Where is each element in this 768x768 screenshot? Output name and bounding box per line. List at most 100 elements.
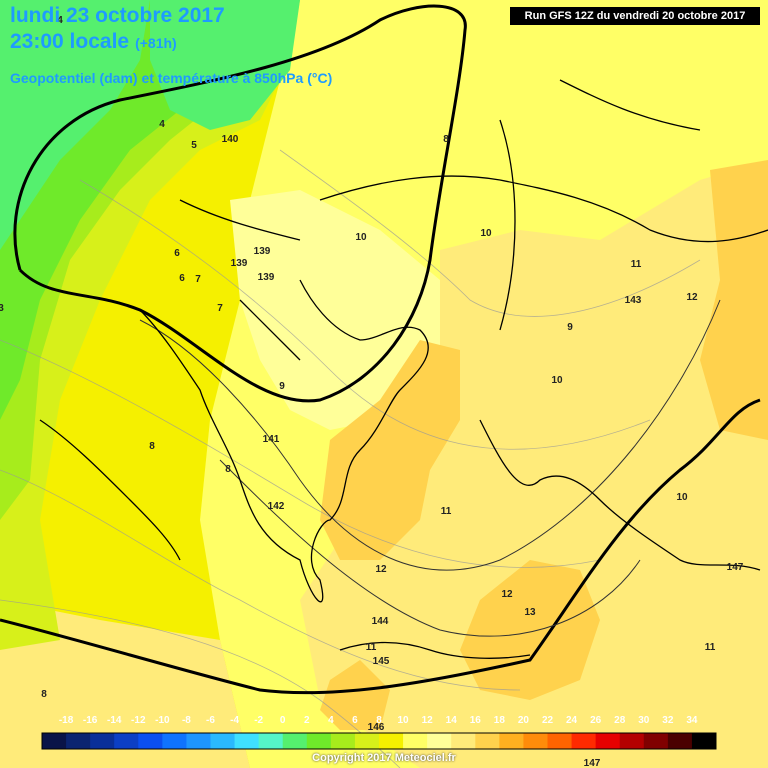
colorbar-tick-label: 10: [398, 715, 410, 726]
map-value-label: 9: [567, 322, 573, 333]
colorbar-swatch: [451, 733, 476, 749]
border-2: [239, 299, 301, 361]
map-value-label: 8: [41, 689, 47, 700]
colorbar-tick-label: -10: [155, 715, 170, 726]
map-value-label: 13: [524, 607, 536, 618]
map-value-label: 143: [625, 295, 642, 306]
colorbar-tick-label: -6: [206, 715, 215, 726]
colorbar-tick-label: 20: [518, 715, 530, 726]
colorbar-tick-label: 30: [638, 715, 650, 726]
colorbar-swatch: [258, 733, 284, 749]
map-value-label: 12: [686, 292, 698, 303]
title-time-value: 23:00 locale: [10, 30, 130, 53]
map-value-label: 7: [195, 274, 201, 285]
map-value-label: 4: [159, 119, 165, 130]
map-value-label: 140: [222, 134, 239, 145]
map-value-label: 139: [258, 272, 275, 283]
colorbar-swatch: [571, 733, 597, 749]
colorbar-swatch: [547, 733, 573, 749]
colorbar-swatch: [619, 733, 645, 749]
colorbar-tick-label: 18: [494, 715, 506, 726]
colorbar-tick-label: -14: [107, 715, 122, 726]
colorbar-swatch: [210, 733, 236, 749]
border-4: [559, 79, 701, 131]
run-label: Run GFS 12Z du vendredi 20 octobre 2017: [510, 7, 760, 25]
border-3: [499, 119, 516, 331]
map-value-label: 3: [0, 303, 4, 314]
coast-crete: [339, 641, 531, 659]
colorbar-tick-label: 16: [470, 715, 482, 726]
colorbar-swatch: [691, 733, 717, 749]
colorbar-tick-label: 4: [328, 715, 334, 726]
map-value-label: 147: [727, 562, 744, 573]
colorbar-swatch: [282, 733, 308, 749]
border-1: [179, 199, 301, 241]
colorbar-tick-label: 12: [422, 715, 434, 726]
field-orange-3: [700, 160, 768, 440]
colorbar-swatch: [403, 733, 428, 749]
colorbar-swatch: [234, 733, 260, 749]
colorbar-tick-label: -2: [254, 715, 263, 726]
colorbar-tick-label: -18: [59, 715, 74, 726]
copyright: Copyright 2017 Meteociel.fr: [312, 752, 456, 764]
map-value-label: 145: [373, 656, 390, 667]
coast-black-sea: [319, 175, 768, 243]
colorbar-swatch: [66, 733, 91, 749]
colorbar-swatch: [595, 733, 621, 749]
colorbar-tick-label: 22: [542, 715, 554, 726]
field-light-green: [0, 0, 150, 250]
colorbar-tick-label: 32: [662, 715, 674, 726]
map-value-label: 10: [676, 492, 688, 503]
field-orange-1: [320, 340, 460, 560]
colorbar-swatch: [523, 733, 548, 749]
field-orange-2: [460, 560, 600, 700]
map-value-label: 141: [263, 434, 280, 445]
coastlines: [39, 79, 768, 659]
map-value-label: 142: [268, 501, 285, 512]
colorbar-tick-label: 6: [352, 715, 358, 726]
field-orange-4: [320, 660, 390, 730]
map-value-label: 147: [584, 758, 601, 768]
field-cold-top: [150, 0, 300, 130]
map-value-label: 11: [441, 506, 452, 517]
colorbar-tick-label: 2: [304, 715, 310, 726]
colorbar-tick-label: 24: [566, 715, 578, 726]
map-value-label: 12: [501, 589, 513, 600]
map-value-label: 10: [480, 228, 492, 239]
map-value-label: 4: [57, 15, 63, 26]
map-value-label: 146: [368, 722, 385, 733]
geopotential-contours-thin: [139, 299, 721, 637]
colorbar-swatch: [499, 733, 524, 749]
colorbar-swatch: [306, 733, 332, 749]
colorbar-tick-label: -16: [83, 715, 98, 726]
temperature-colorbar: -18 -16 -14 -12 -10 -8 -6 -4 -2 0 2 4 6 8 10 12 14 16 18 20…: [41, 715, 717, 750]
colorbar-swatch: [42, 733, 67, 749]
colorbar-tick-label: -4: [230, 715, 239, 726]
map-value-label: 6: [174, 248, 180, 259]
colorbar-swatch: [667, 733, 693, 749]
colorbar-swatch: [475, 733, 500, 749]
map-value-label: 7: [217, 303, 223, 314]
map-value-label: 12: [375, 564, 387, 575]
colorbar-swatch: [354, 733, 380, 749]
coast-balkans: [139, 279, 429, 603]
title-lead: (+81h): [135, 35, 177, 51]
colorbar-tick-label: -8: [182, 715, 191, 726]
title-time: 23:00 locale (+81h): [10, 30, 177, 54]
colorbar-tick-label: -12: [131, 715, 146, 726]
colorbar-swatch: [162, 733, 187, 749]
coast-turkey: [479, 419, 761, 571]
colorbar-swatch: [90, 733, 115, 749]
colorbar-swatch: [427, 733, 452, 749]
colorbar-tick-label: 26: [590, 715, 602, 726]
field-pale-orange-south: [0, 600, 250, 768]
map-value-label: 8: [225, 464, 231, 475]
map-value-label: 10: [551, 375, 563, 386]
coast-italy: [39, 419, 181, 561]
map-value-label: 5: [191, 140, 197, 151]
colorbar-tick-label: 34: [686, 715, 698, 726]
colorbar-tick-label: 8: [376, 715, 382, 726]
map-value-label: 11: [705, 642, 716, 653]
